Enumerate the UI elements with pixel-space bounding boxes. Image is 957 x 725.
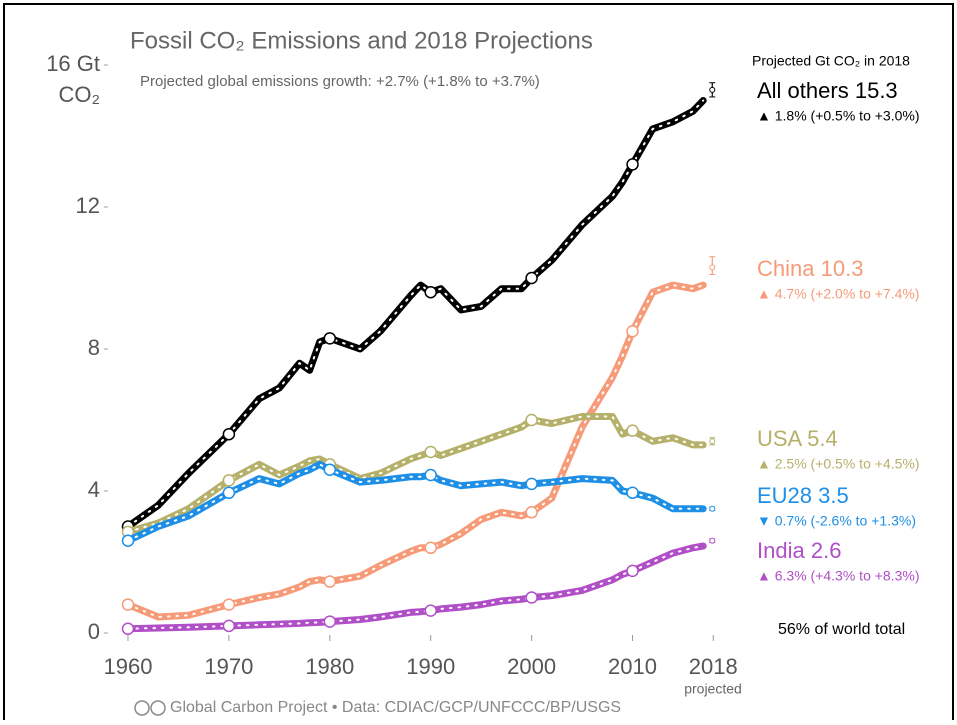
- legend-value: 2.6: [811, 538, 842, 563]
- legend-name: USA: [757, 426, 803, 451]
- decade-marker: [424, 468, 437, 482]
- decade-marker: [222, 619, 236, 633]
- decade-marker: [626, 486, 639, 500]
- decade-marker: [424, 604, 437, 617]
- decade-marker: [525, 591, 538, 604]
- legend-label: All others 15.3: [757, 78, 898, 103]
- y-tick-label: 0: [88, 619, 100, 644]
- x-tick-label: 2000: [507, 654, 556, 679]
- footer: Global Carbon Project • Data: CDIAC/GCP/…: [170, 699, 621, 716]
- series-line-dots: [127, 99, 705, 528]
- series-line: [124, 460, 707, 545]
- legend-name: EU28: [757, 483, 812, 508]
- decade-marker: [525, 477, 538, 491]
- legend-name: All others: [757, 78, 849, 103]
- series-line: [124, 542, 707, 633]
- decade-marker: [424, 445, 437, 459]
- y-tick-label: 8: [88, 335, 100, 360]
- decade-marker: [121, 534, 135, 547]
- legend-value: 15.3: [855, 78, 898, 103]
- decade-marker: [323, 332, 337, 345]
- legend-growth: ▲ 4.7% (+2.0% to +7.4%): [757, 286, 920, 302]
- x-note: projected: [684, 681, 742, 697]
- decade-marker: [323, 615, 337, 628]
- projection-point: [709, 264, 716, 271]
- legend-title: Projected Gt CO₂ in 2018: [752, 53, 910, 69]
- x-tick-label: 2018: [689, 654, 738, 679]
- legend-label: EU28 3.5: [757, 483, 849, 508]
- projection-point: [709, 86, 716, 93]
- subtitle: Projected global emissions growth: +2.7%…: [140, 73, 540, 90]
- chart-title: Fossil CO₂ Emissions and 2018 Projection…: [130, 27, 593, 54]
- x-tick-label: 1960: [104, 654, 153, 679]
- legend-label: USA 5.4: [757, 426, 838, 451]
- decade-marker: [323, 575, 337, 588]
- legend-growth: ▲ 6.3% (+4.3% to +8.3%): [757, 568, 920, 584]
- y-tick-label: 16 Gt: [46, 51, 100, 76]
- x-tick-label: 1970: [204, 654, 253, 679]
- decade-marker: [222, 598, 236, 611]
- series-line: [124, 97, 707, 530]
- legend-growth: ▼ 0.7% (-2.6% to +1.3%): [757, 513, 916, 529]
- decade-marker: [222, 474, 236, 487]
- decade-marker: [222, 427, 236, 441]
- x-tick-label: 1980: [305, 654, 354, 679]
- decade-marker: [222, 486, 236, 500]
- projection-point: [709, 438, 716, 445]
- decade-marker: [626, 564, 639, 578]
- y-unit: CO₂: [58, 82, 100, 107]
- decade-marker: [424, 541, 437, 555]
- decade-marker: [626, 158, 639, 171]
- decade-marker: [525, 271, 538, 285]
- decade-marker: [525, 506, 538, 519]
- decade-marker: [626, 424, 639, 437]
- legend-name: China: [757, 256, 815, 281]
- legend-label: China 10.3: [757, 256, 863, 281]
- legend-growth: ▲ 2.5% (+0.5% to +4.5%): [757, 456, 920, 472]
- cc-icon: [134, 700, 150, 716]
- decade-marker: [525, 413, 538, 427]
- legend-name: India: [757, 538, 805, 563]
- legend-value: 10.3: [821, 256, 864, 281]
- decade-marker: [424, 285, 437, 299]
- decade-marker: [121, 622, 135, 635]
- note: 56% of world total: [778, 621, 905, 638]
- legend-value: 3.5: [818, 483, 849, 508]
- projection-point: [709, 505, 716, 512]
- projection-point: [709, 537, 716, 544]
- y-tick-label: 4: [88, 477, 100, 502]
- x-tick-label: 2010: [608, 654, 657, 679]
- by-icon: [150, 700, 166, 716]
- legend-value: 5.4: [807, 426, 838, 451]
- series-line-dots: [127, 545, 705, 630]
- y-tick-label: 12: [76, 193, 100, 218]
- decade-marker: [323, 463, 337, 476]
- legend-growth: ▲ 1.8% (+0.5% to +3.0%): [757, 108, 920, 124]
- x-tick-label: 1990: [406, 654, 455, 679]
- decade-marker: [121, 598, 135, 611]
- legend-label: India 2.6: [757, 538, 841, 563]
- decade-marker: [626, 325, 639, 338]
